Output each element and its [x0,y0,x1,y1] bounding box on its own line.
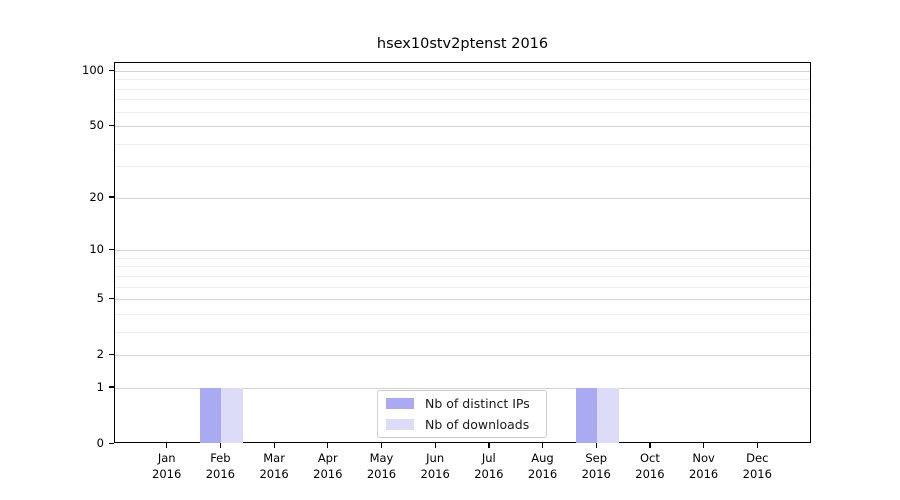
x-tick-mark [595,443,597,448]
x-tick-month: Nov [692,451,715,465]
x-tick-month: Apr [317,451,338,465]
x-tick-month: Aug [531,451,554,465]
x-tick-year: 2016 [688,467,719,481]
x-tick-year: 2016 [420,467,450,481]
x-tick-month: Oct [639,451,660,465]
x-tick-month: Jul [481,451,496,465]
gridline-minor [115,166,810,168]
gridline-minor [115,143,810,145]
gridline-major [115,387,810,389]
y-tick-label: 2 [96,347,104,362]
x-tick-year: 2016 [313,467,343,481]
gridline-major [115,71,810,72]
x-tick-label: May 2016 [346,450,416,482]
gridline-minor [115,275,810,277]
bar-downloads-sep [597,387,619,443]
gridline-major [115,355,810,357]
x-tick-month: Dec [746,451,769,465]
gridline-major [115,299,810,301]
x-tick-year: 2016 [259,467,289,481]
bar-distinct-ips-sep [575,387,598,443]
gridline-minor [115,286,810,288]
y-tick-mark [109,386,114,388]
y-tick-label: 10 [89,242,104,257]
y-tick-label: 5 [96,291,104,306]
y-tick-mark [109,353,114,355]
y-tick-label: 100 [82,63,104,77]
x-tick-mark [756,443,758,448]
y-tick-mark [109,248,114,250]
y-tick-mark [109,196,114,198]
chart-title: hsex10stv2ptenst 2016 [376,36,549,52]
x-tick-label: Jun 2016 [400,450,470,482]
y-tick-label: 1 [96,379,104,394]
x-tick-mark [219,443,222,448]
x-tick-label: Jul 2016 [454,450,524,482]
x-tick-month: May [369,451,394,465]
x-tick-mark [488,443,490,448]
gridline-minor [115,111,810,113]
y-tick-mark [109,69,114,71]
x-tick-mark [327,443,329,448]
legend-entry-downloads: Nb of downloads [386,417,538,432]
x-tick-label: Nov 2016 [669,450,739,482]
x-tick-month: Sep [585,451,608,465]
x-tick-month: Feb [210,451,231,465]
gridline-minor [115,257,810,259]
gridline-major [115,250,810,252]
x-tick-year: 2016 [635,467,665,481]
x-tick-mark [273,443,275,448]
x-tick-label: Feb 2016 [185,450,255,482]
y-tick-label: 20 [89,189,104,204]
legend-label-downloads: Nb of downloads [425,417,530,432]
x-tick-year: 2016 [366,467,397,481]
x-tick-mark [649,443,651,448]
x-tick-mark [542,443,544,448]
y-tick-label: 50 [89,118,104,133]
x-tick-label: Oct 2016 [615,450,685,482]
x-tick-year: 2016 [152,467,182,481]
bar-downloads-feb [221,387,243,443]
gridline-minor [115,313,810,315]
x-tick-mark [434,443,436,448]
gridline-major [115,126,810,128]
x-tick-label: Jan 2016 [132,450,202,482]
x-tick-year: 2016 [474,467,504,481]
gridline-minor [115,99,810,101]
legend: Nb of distinct IPs Nb of downloads [377,390,547,438]
y-tick-label: 0 [96,436,104,450]
y-tick-mark [109,124,114,126]
x-tick-year: 2016 [205,467,236,481]
gridline-major [115,197,810,199]
x-tick-label: Aug 2016 [508,450,578,482]
x-tick-year: 2016 [742,467,772,481]
legend-entry-distinct-ips: Nb of distinct IPs [386,396,538,411]
x-tick-year: 2016 [581,467,611,481]
plot-area [114,62,811,443]
x-tick-label: Apr 2016 [293,450,363,482]
gridline-minor [115,266,810,268]
x-tick-label: Dec 2016 [722,450,792,482]
x-tick-month: Jan [157,451,176,465]
y-tick-mark [109,442,114,444]
x-tick-mark [166,443,168,448]
gridline-minor [115,331,810,333]
gridline-minor [115,88,810,90]
x-tick-year: 2016 [527,467,558,481]
x-tick-mark [703,443,705,448]
gridline-minor [115,79,810,81]
y-tick-mark [109,297,114,299]
bar-distinct-ips-feb [199,387,222,443]
x-tick-month: Jun [426,451,445,465]
legend-label-distinct-ips: Nb of distinct IPs [425,396,530,411]
x-tick-label: Sep 2016 [561,450,631,482]
downloads-swatch-icon [386,419,414,430]
x-tick-month: Mar [263,451,285,465]
x-tick-mark [380,443,383,448]
x-tick-label: Mar 2016 [239,450,309,482]
distinct-ips-swatch-icon [386,398,414,409]
